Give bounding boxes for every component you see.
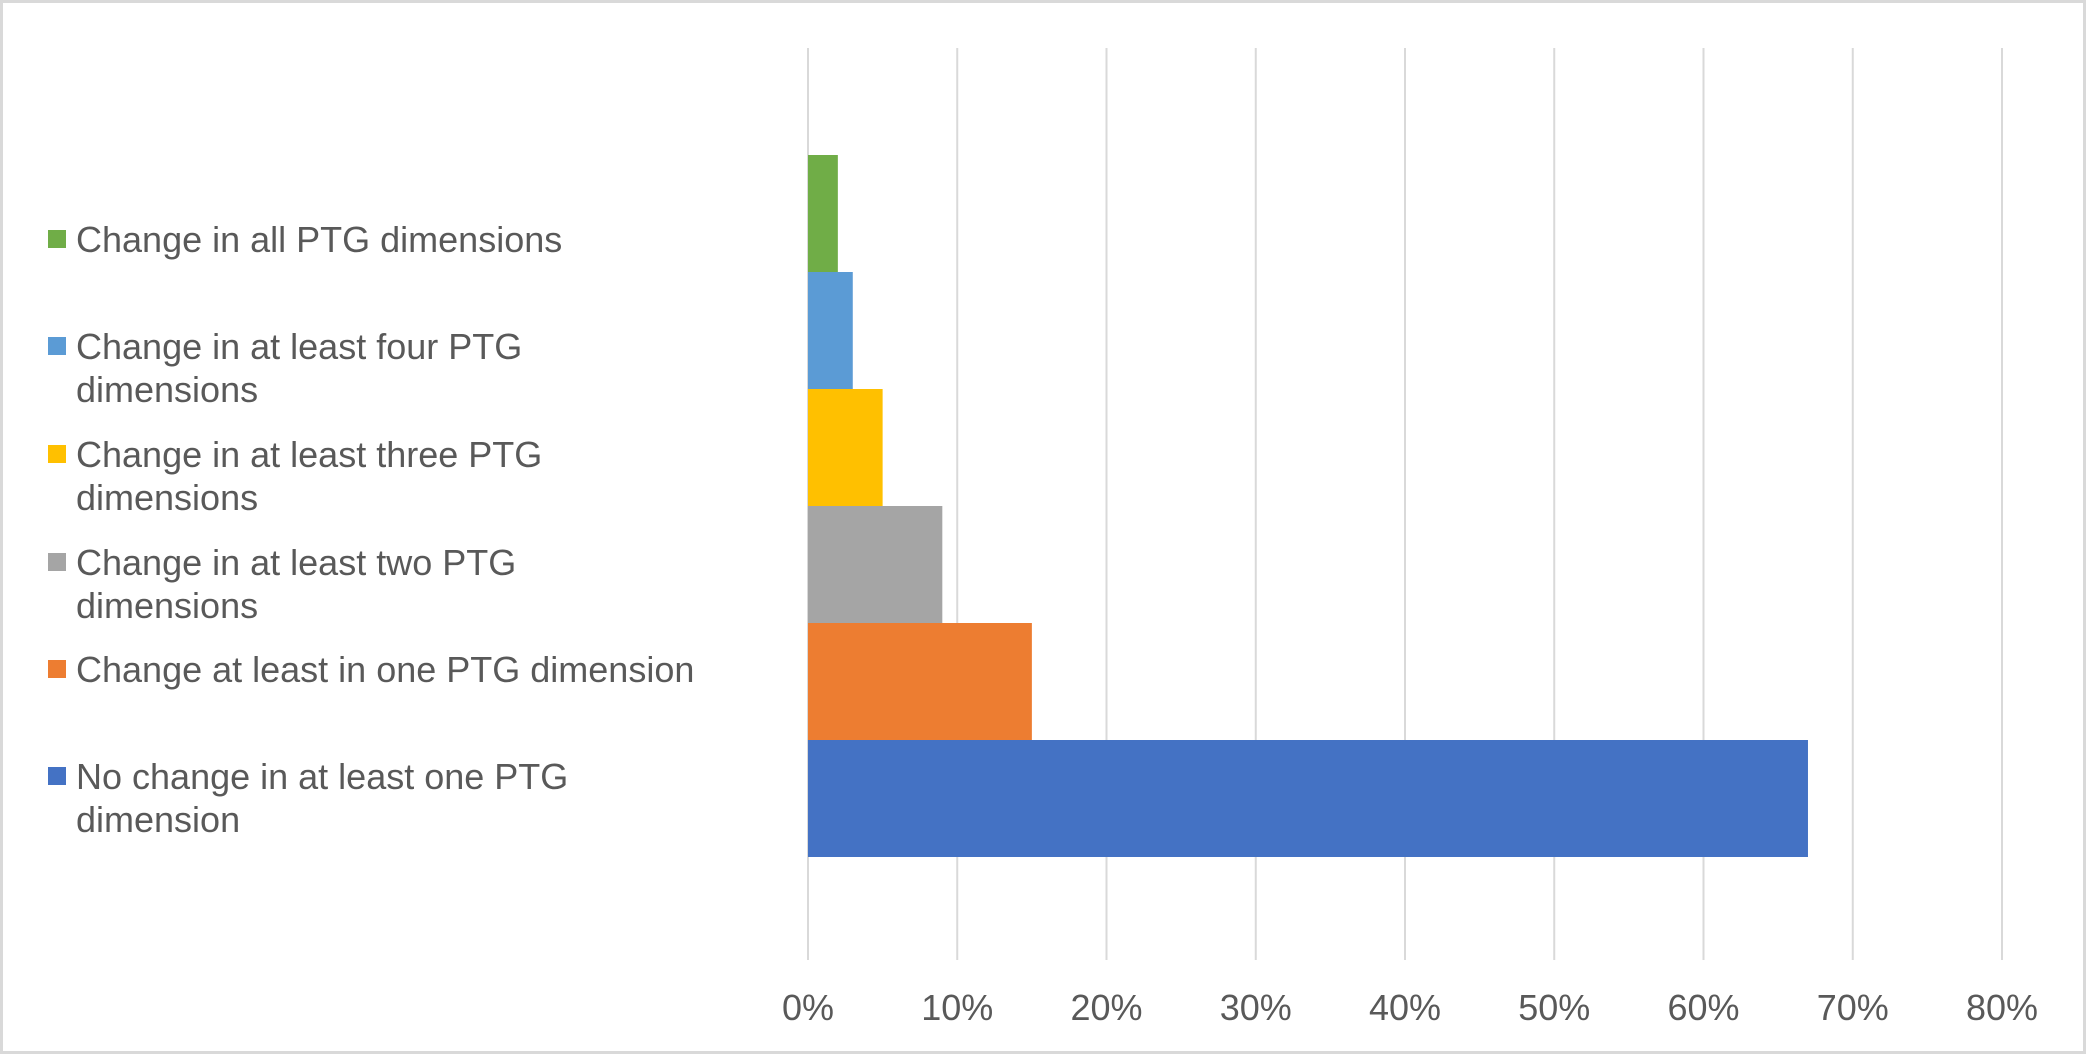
x-tick-label: 40%: [1369, 987, 1441, 1028]
bar-5: [808, 623, 1032, 740]
legend-label: Change in at least two PTG dimensions: [76, 542, 517, 626]
x-tick-label: 30%: [1220, 987, 1292, 1028]
legend-label: Change at least in one PTG dimension: [76, 649, 695, 690]
plot-area: 0% 10% 20% 30% 40% 50% 60% 70% 80%: [782, 48, 2038, 1028]
bar-1: [808, 155, 838, 272]
x-tick-label: 20%: [1070, 987, 1142, 1028]
x-tick-label: 10%: [921, 987, 993, 1028]
legend-label: Change in all PTG dimensions: [76, 219, 563, 260]
legend-swatch: [48, 445, 66, 463]
legend-swatch: [48, 337, 66, 355]
bar-2: [808, 272, 853, 389]
x-tick-label: 70%: [1817, 987, 1889, 1028]
x-tick-label: 80%: [1966, 987, 2038, 1028]
legend-swatch: [48, 230, 66, 248]
legend-swatch: [48, 767, 66, 785]
x-tick-label: 60%: [1667, 987, 1739, 1028]
bar-4: [808, 506, 943, 623]
legend-label: Change in at least four PTG dimensions: [76, 326, 523, 410]
x-tick-label: 50%: [1518, 987, 1590, 1028]
x-tick-label: 0%: [782, 987, 834, 1028]
legend-label: Change in at least three PTG dimensions: [76, 434, 543, 518]
bar-3: [808, 389, 883, 506]
legend-swatch: [48, 553, 66, 571]
bar-6: [808, 740, 1808, 857]
legend-swatch: [48, 660, 66, 678]
legend-label: No change in at least one PTG dimension: [76, 756, 569, 840]
